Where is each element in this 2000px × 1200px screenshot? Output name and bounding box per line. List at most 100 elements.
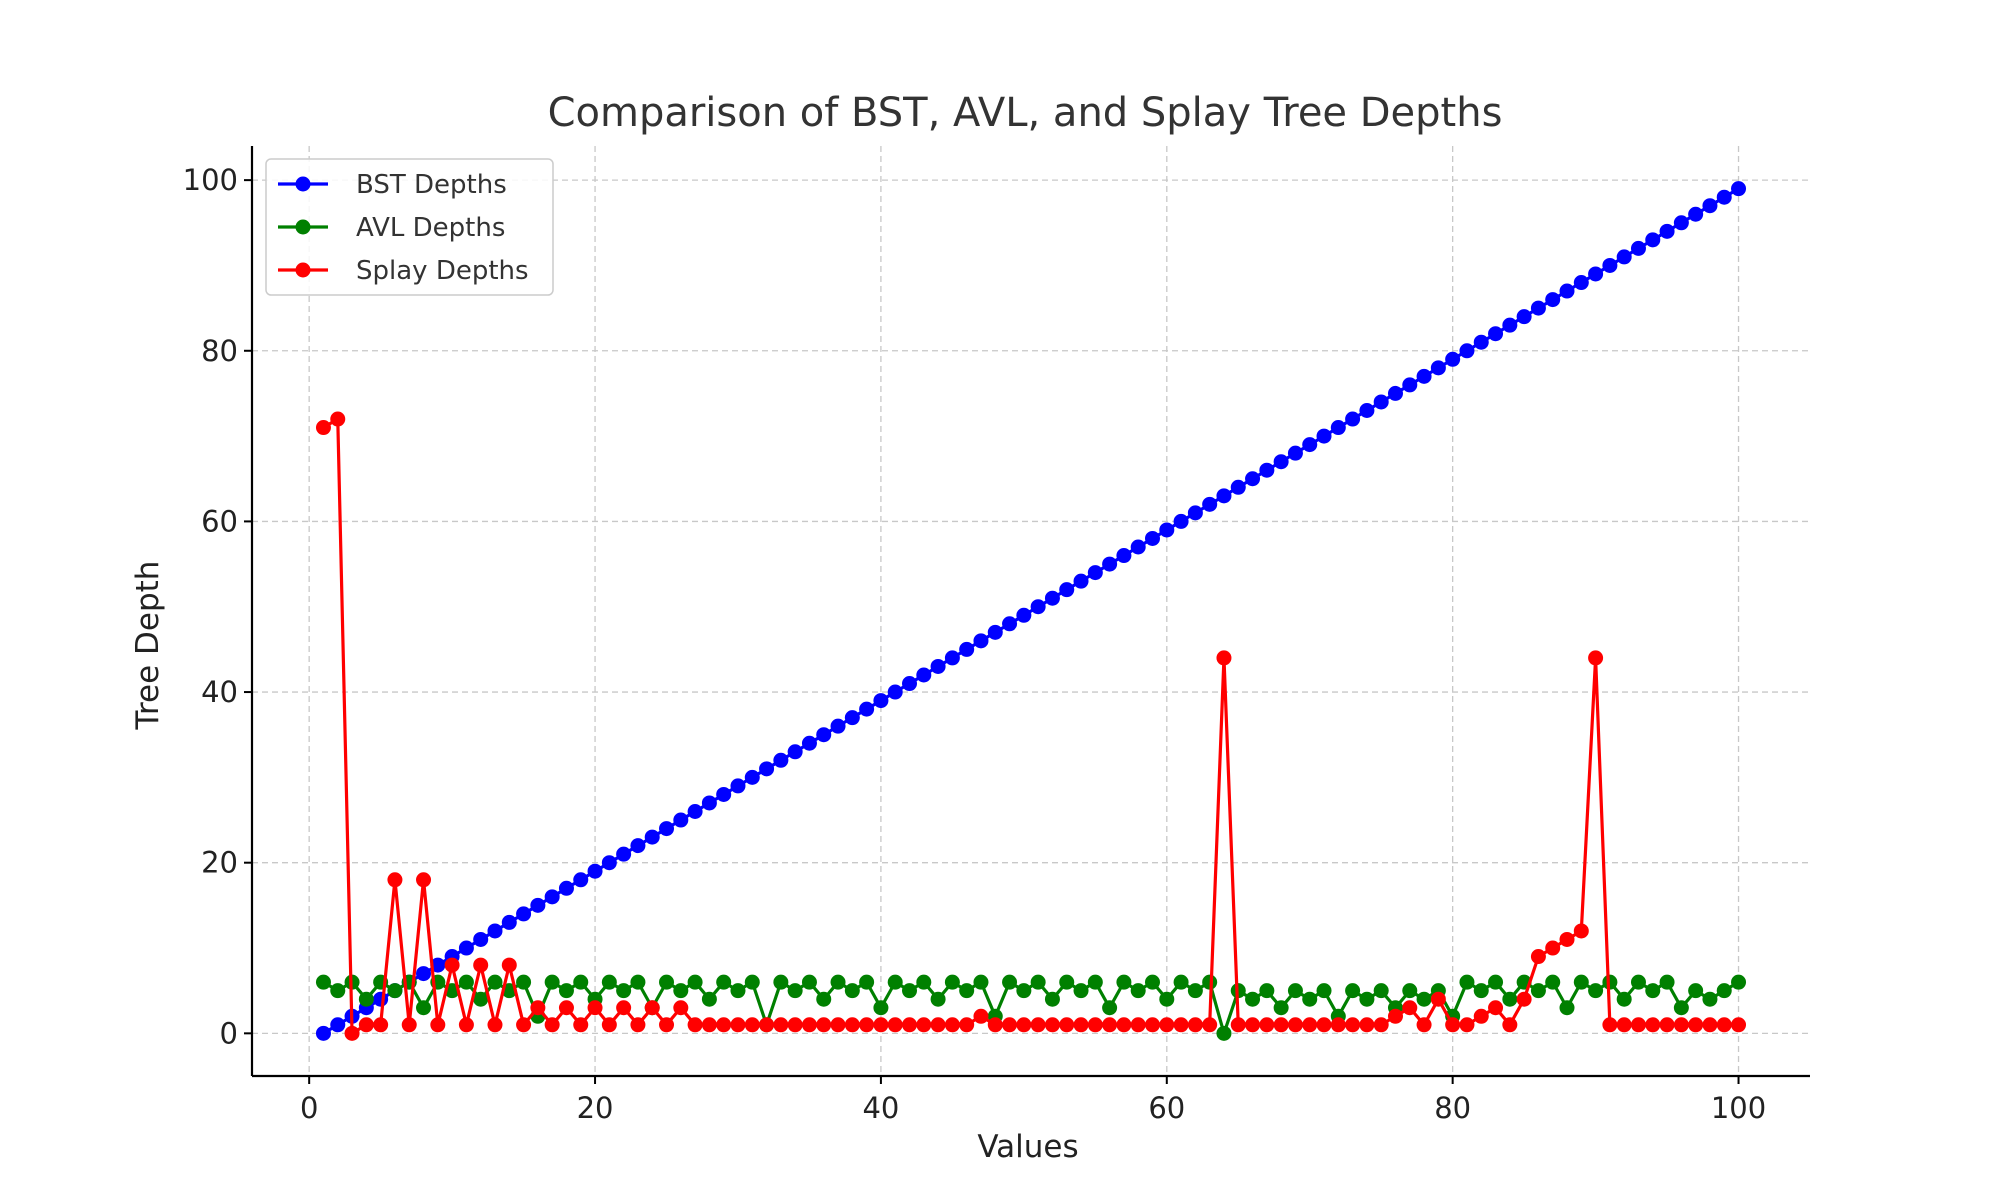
data-point (916, 667, 932, 683)
data-point (587, 863, 603, 879)
data-point (1688, 206, 1704, 222)
data-point (1202, 1017, 1218, 1033)
data-point (1402, 1000, 1418, 1016)
data-point (430, 957, 446, 973)
data-point (787, 983, 803, 999)
data-point (1073, 573, 1089, 589)
data-point (1545, 974, 1561, 990)
legend-marker (295, 176, 311, 192)
data-point (1102, 556, 1118, 572)
data-point (330, 411, 346, 427)
x-tick-label: 60 (1148, 1091, 1185, 1125)
x-tick-label: 40 (862, 1091, 899, 1125)
data-point (844, 1017, 860, 1033)
data-point (1688, 1017, 1704, 1033)
data-point (1659, 974, 1675, 990)
data-point (816, 991, 832, 1007)
data-point (1302, 991, 1318, 1007)
data-point (315, 1025, 331, 1041)
data-point (787, 744, 803, 760)
data-point (1530, 300, 1546, 316)
data-point (673, 983, 689, 999)
data-point (1731, 974, 1747, 990)
data-point (973, 633, 989, 649)
data-point (673, 1000, 689, 1016)
x-tick-label: 0 (300, 1091, 318, 1125)
data-point (416, 1000, 432, 1016)
data-point (1402, 983, 1418, 999)
data-point (1402, 377, 1418, 393)
data-point (1030, 974, 1046, 990)
data-point (1044, 1017, 1060, 1033)
x-tick-label: 100 (1711, 1091, 1766, 1125)
data-point (916, 974, 932, 990)
data-point (1602, 1017, 1618, 1033)
data-point (1273, 454, 1289, 470)
legend-label: Splay Depths (356, 256, 529, 286)
data-point (701, 991, 717, 1007)
data-point (444, 957, 460, 973)
data-point (1473, 1008, 1489, 1024)
data-point (930, 1017, 946, 1033)
data-point (873, 1017, 889, 1033)
data-point (687, 974, 703, 990)
data-point (1030, 599, 1046, 615)
data-point (1602, 257, 1618, 273)
data-point (1087, 565, 1103, 581)
series-line (322, 187, 1740, 1035)
data-point (1488, 326, 1504, 342)
data-point (873, 1000, 889, 1016)
data-point (616, 846, 632, 862)
data-point (1630, 240, 1646, 256)
data-point (1459, 1017, 1475, 1033)
data-point (544, 889, 560, 905)
data-point (1159, 991, 1175, 1007)
data-point (830, 1017, 846, 1033)
data-point (801, 1017, 817, 1033)
data-point (1216, 1025, 1232, 1041)
data-point (1588, 983, 1604, 999)
y-tick-label: 20 (201, 846, 238, 880)
data-point (716, 786, 732, 802)
data-point (1716, 983, 1732, 999)
data-point (1073, 1017, 1089, 1033)
legend-label: AVL Depths (356, 213, 505, 243)
data-point (1516, 309, 1532, 325)
data-point (1287, 1017, 1303, 1033)
data-point (930, 658, 946, 674)
data-point (859, 1017, 875, 1033)
data-point (716, 1017, 732, 1033)
tick-labels: 0 20 40 60 80 100 0 20 40 60 80 100 (183, 163, 1767, 1125)
data-point (659, 821, 675, 837)
data-point (1688, 983, 1704, 999)
data-point (1159, 522, 1175, 538)
data-point (859, 974, 875, 990)
grid-lines (252, 146, 1810, 1076)
data-point (1116, 548, 1132, 564)
data-point (1731, 1017, 1747, 1033)
data-point (1359, 1017, 1375, 1033)
data-point (1530, 949, 1546, 965)
legend: BST Depths AVL Depths Splay Depths (265, 158, 554, 296)
data-point (701, 1017, 717, 1033)
data-point (701, 795, 717, 811)
data-point (944, 650, 960, 666)
data-point (1130, 1017, 1146, 1033)
data-point (1087, 1017, 1103, 1033)
data-point (487, 974, 503, 990)
data-point (1673, 1017, 1689, 1033)
data-point (630, 974, 646, 990)
data-point (973, 1008, 989, 1024)
data-point (1502, 317, 1518, 333)
data-point (844, 983, 860, 999)
data-point (1559, 283, 1575, 299)
data-point (1245, 1017, 1261, 1033)
y-tick-label: 40 (201, 675, 238, 709)
data-point (544, 1017, 560, 1033)
data-point (601, 1017, 617, 1033)
data-point (1659, 1017, 1675, 1033)
data-point (616, 983, 632, 999)
data-point (458, 974, 474, 990)
data-point (1616, 1017, 1632, 1033)
